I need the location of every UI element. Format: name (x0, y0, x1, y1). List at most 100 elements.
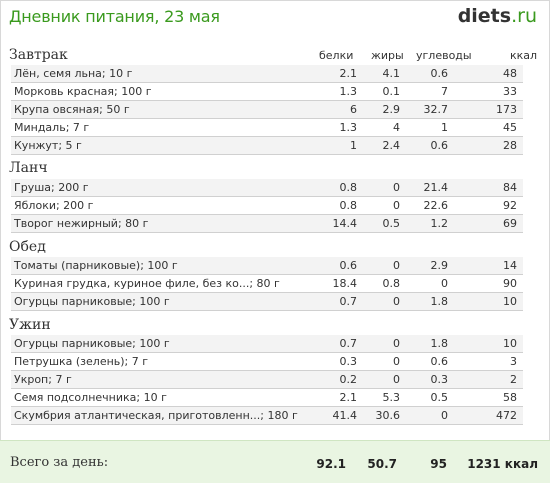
food-name: Кунжут; 5 г (14, 139, 82, 152)
totals-label: Всего за день: (10, 455, 109, 470)
food-row: Семя подсолнечника; 10 г 2.1 5.3 0.5 58 (11, 389, 523, 407)
food-name: Творог нежирный; 80 г (14, 217, 149, 230)
food-fat: 0 (393, 181, 400, 194)
food-name: Томаты (парниковые); 100 г (14, 259, 178, 272)
food-kcal: 10 (503, 295, 517, 308)
food-kcal: 28 (503, 139, 517, 152)
food-protein: 18.4 (332, 277, 358, 290)
food-carbs: 0.5 (430, 391, 449, 404)
food-protein: 0.3 (339, 355, 358, 368)
food-kcal: 58 (503, 391, 517, 404)
food-fat: 0 (393, 337, 400, 350)
food-row: Куриная грудка, куриное филе, без ко...;… (11, 275, 523, 293)
food-carbs: 22.6 (423, 199, 449, 212)
food-fat: 0.5 (382, 217, 401, 230)
food-kcal: 472 (496, 409, 517, 422)
food-carbs: 0 (441, 409, 448, 422)
food-fat: 30.6 (375, 409, 401, 422)
food-protein: 0.8 (339, 181, 358, 194)
food-carbs: 0.3 (430, 373, 449, 386)
food-row: Лён, семя льна; 10 г 2.1 4.1 0.6 48 (11, 65, 523, 83)
food-name: Огурцы парниковые; 100 г (14, 295, 170, 308)
food-kcal: 10 (503, 337, 517, 350)
column-header-fat: жиры (371, 49, 404, 62)
food-protein: 1.3 (339, 121, 358, 134)
food-fat: 0 (393, 373, 400, 386)
food-protein: 0.6 (339, 259, 358, 272)
food-protein: 0.8 (339, 199, 358, 212)
food-row: Груша; 200 г 0.8 0 21.4 84 (11, 179, 523, 197)
food-row: Огурцы парниковые; 100 г 0.7 0 1.8 10 (11, 335, 523, 353)
total-fat: 50.7 (367, 457, 397, 471)
food-carbs: 7 (441, 85, 448, 98)
food-row: Кунжут; 5 г 1 2.4 0.6 28 (11, 137, 523, 155)
food-carbs: 0.6 (430, 355, 449, 368)
food-fat: 0 (393, 355, 400, 368)
food-name: Миндаль; 7 г (14, 121, 90, 134)
daily-totals-bar: Всего за день: 92.1 50.7 95 1231 ккал (0, 440, 550, 483)
page-title: Дневник питания, 23 мая (9, 7, 220, 26)
food-name: Груша; 200 г (14, 181, 89, 194)
meal-title-dinner: Обед (9, 239, 46, 255)
total-kcal: 1231 ккал (467, 457, 538, 471)
food-name: Огурцы парниковые; 100 г (14, 337, 170, 350)
meal-title-supper: Ужин (9, 317, 51, 333)
meal-title-lunch: Ланч (9, 160, 48, 176)
food-kcal: 48 (503, 67, 517, 80)
food-kcal: 33 (503, 85, 517, 98)
food-protein: 1 (350, 139, 357, 152)
food-protein: 2.1 (339, 67, 358, 80)
food-carbs: 1.8 (430, 295, 449, 308)
food-name: Яблоки; 200 г (14, 199, 94, 212)
food-fat: 2.9 (382, 103, 401, 116)
food-carbs: 32.7 (423, 103, 449, 116)
food-fat: 4.1 (382, 67, 401, 80)
food-protein: 14.4 (332, 217, 358, 230)
food-protein: 41.4 (332, 409, 358, 422)
column-header-carbs: углеводы (416, 49, 472, 62)
food-row: Творог нежирный; 80 г 14.4 0.5 1.2 69 (11, 215, 523, 233)
food-kcal: 3 (510, 355, 517, 368)
logo-tld: .ru (511, 5, 537, 27)
food-row: Морковь красная; 100 г 1.3 0.1 7 33 (11, 83, 523, 101)
meal-title-breakfast: Завтрак (9, 47, 68, 63)
food-row: Крупа овсяная; 50 г 6 2.9 32.7 173 (11, 101, 523, 119)
food-name: Морковь красная; 100 г (14, 85, 152, 98)
food-name: Укроп; 7 г (14, 373, 72, 386)
food-row: Скумбрия атлантическая, приготовленн...;… (11, 407, 523, 425)
food-name: Семя подсолнечника; 10 г (14, 391, 167, 404)
food-name: Петрушка (зелень); 7 г (14, 355, 149, 368)
food-kcal: 69 (503, 217, 517, 230)
food-carbs: 1.2 (430, 217, 449, 230)
food-kcal: 173 (496, 103, 517, 116)
food-protein: 2.1 (339, 391, 358, 404)
site-logo[interactable]: diets.ru (458, 5, 537, 27)
food-fat: 0.1 (382, 85, 401, 98)
food-name: Скумбрия атлантическая, приготовленн...;… (14, 409, 298, 422)
food-fat: 2.4 (382, 139, 401, 152)
food-fat: 0.8 (382, 277, 401, 290)
food-kcal: 45 (503, 121, 517, 134)
food-name: Куриная грудка, куриное филе, без ко...;… (14, 277, 280, 290)
food-kcal: 90 (503, 277, 517, 290)
food-fat: 5.3 (382, 391, 401, 404)
food-carbs: 21.4 (423, 181, 449, 194)
food-row: Яблоки; 200 г 0.8 0 22.6 92 (11, 197, 523, 215)
food-protein: 1.3 (339, 85, 358, 98)
food-row: Огурцы парниковые; 100 г 0.7 0 1.8 10 (11, 293, 523, 311)
food-fat: 0 (393, 259, 400, 272)
food-protein: 0.7 (339, 337, 358, 350)
food-row: Томаты (парниковые); 100 г 0.6 0 2.9 14 (11, 257, 523, 275)
food-protein: 0.7 (339, 295, 358, 308)
food-name: Крупа овсяная; 50 г (14, 103, 130, 116)
food-carbs: 1 (441, 121, 448, 134)
food-carbs: 1.8 (430, 337, 449, 350)
food-fat: 0 (393, 295, 400, 308)
food-row: Миндаль; 7 г 1.3 4 1 45 (11, 119, 523, 137)
logo-main: diets (457, 5, 512, 27)
food-name: Лён, семя льна; 10 г (14, 67, 133, 80)
column-header-kcal: ккал (510, 49, 538, 62)
total-protein: 92.1 (316, 457, 346, 471)
food-carbs: 0.6 (430, 67, 449, 80)
